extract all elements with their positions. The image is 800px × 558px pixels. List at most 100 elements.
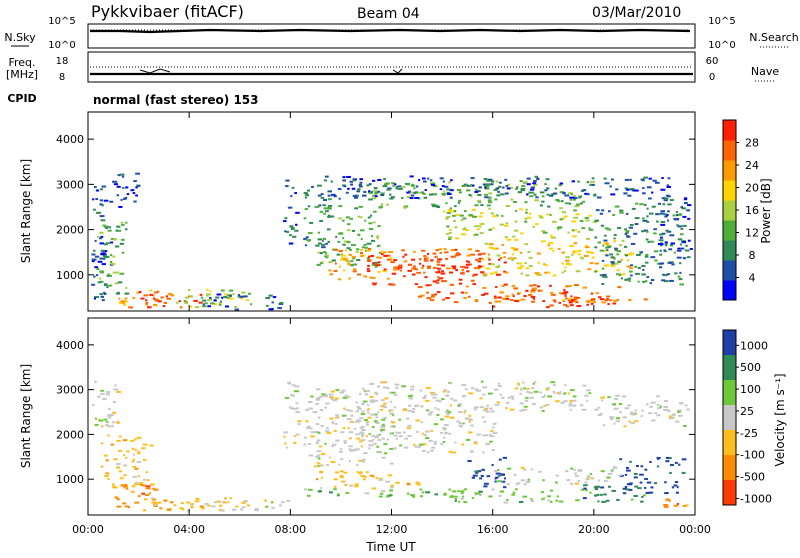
power-cell xyxy=(495,187,500,190)
power-cell xyxy=(604,299,609,302)
power-cell xyxy=(606,295,611,298)
power-cell xyxy=(524,243,529,246)
power-cell xyxy=(94,239,97,242)
power-cell xyxy=(519,180,523,183)
velocity-cell xyxy=(110,425,114,428)
power-cell xyxy=(92,198,95,201)
power-cell xyxy=(368,190,371,193)
power-cell xyxy=(640,178,645,181)
power-cell xyxy=(367,247,372,250)
velocity-cell xyxy=(583,487,587,490)
velocity-cell xyxy=(637,487,642,490)
power-cell xyxy=(533,193,537,196)
power-cell xyxy=(119,302,123,305)
power-cell xyxy=(112,271,117,274)
power-cell xyxy=(680,228,684,231)
power-cell xyxy=(493,305,496,308)
power-cell xyxy=(390,261,395,264)
velocity-cell xyxy=(358,459,363,462)
power-cell xyxy=(484,187,490,190)
velocity-cell xyxy=(629,460,632,463)
power-cell xyxy=(660,223,666,226)
power-cell xyxy=(619,209,624,212)
power-cell xyxy=(391,182,395,185)
velocity-cell xyxy=(586,475,590,478)
power-cell xyxy=(661,197,667,200)
power-cell xyxy=(98,277,101,280)
velocity-cell xyxy=(314,431,320,434)
power-cell xyxy=(373,189,378,192)
velocity-cell xyxy=(640,500,644,503)
power-cell xyxy=(202,299,207,302)
velocity-cell xyxy=(333,485,337,488)
velocity-cell xyxy=(596,493,600,496)
velocity-cell xyxy=(190,505,194,508)
power-cell xyxy=(101,299,105,302)
velocity-cell xyxy=(411,495,416,498)
power-cell xyxy=(532,225,535,228)
power-cell xyxy=(345,191,349,194)
velocity-cell xyxy=(132,465,137,468)
power-cell xyxy=(661,232,666,235)
power-cell xyxy=(481,258,485,261)
velocity-cell xyxy=(144,498,148,501)
power-cell xyxy=(357,233,361,236)
power-cell xyxy=(473,273,478,276)
velocity-cell xyxy=(348,460,351,463)
velocity-cell xyxy=(550,381,556,384)
velocity-cell xyxy=(614,466,618,469)
velocity-cell xyxy=(368,440,374,443)
velocity-cell xyxy=(545,403,550,406)
velocity-cell xyxy=(360,439,366,442)
power-cell xyxy=(371,197,377,200)
power-cell xyxy=(93,297,97,300)
power-cell xyxy=(661,279,666,282)
power-cell xyxy=(594,236,597,239)
velocity-cell xyxy=(469,418,474,421)
velocity-cell xyxy=(644,486,647,489)
power-cell xyxy=(643,204,647,207)
power-cell xyxy=(120,198,123,201)
power-cell xyxy=(626,212,629,215)
power-cell xyxy=(557,248,561,251)
velocity-cell xyxy=(134,438,137,441)
power-cell xyxy=(617,260,622,263)
power-cell xyxy=(345,260,351,263)
velocity-cell xyxy=(315,442,319,445)
velocity-cell xyxy=(133,483,137,486)
velocity-cell xyxy=(408,397,413,400)
power-cell xyxy=(109,241,114,244)
velocity-cell xyxy=(404,437,409,440)
power-cell xyxy=(543,263,546,266)
velocity-cell xyxy=(591,477,594,480)
velocity-cell xyxy=(335,439,340,442)
power-cell xyxy=(601,283,605,286)
nsky-panel-frame xyxy=(87,23,696,49)
velocity-cell xyxy=(476,492,481,495)
velocity-cell xyxy=(493,469,498,472)
power-cell xyxy=(319,251,323,254)
power-cell xyxy=(515,187,518,190)
velocity-cell xyxy=(519,392,522,395)
velocity-cell xyxy=(365,423,369,426)
power-cell xyxy=(552,274,557,277)
power-cell xyxy=(111,262,116,265)
power-cell xyxy=(383,177,386,180)
velocity-cell xyxy=(429,411,433,414)
power-cell xyxy=(449,271,454,274)
power-cell xyxy=(330,215,335,218)
velocity-cell xyxy=(486,410,490,413)
power-cell xyxy=(561,271,565,274)
power-cell xyxy=(105,255,110,258)
power-cell xyxy=(431,293,436,296)
velocity-cell xyxy=(526,390,530,393)
power-cell xyxy=(449,196,453,199)
velocity-cell xyxy=(347,395,351,398)
velocity-cell xyxy=(310,435,315,438)
power-cell xyxy=(605,254,609,257)
power-cell xyxy=(289,225,294,228)
velocity-cell xyxy=(473,441,478,444)
velocity-cell xyxy=(166,508,171,511)
power-cell xyxy=(404,253,408,256)
